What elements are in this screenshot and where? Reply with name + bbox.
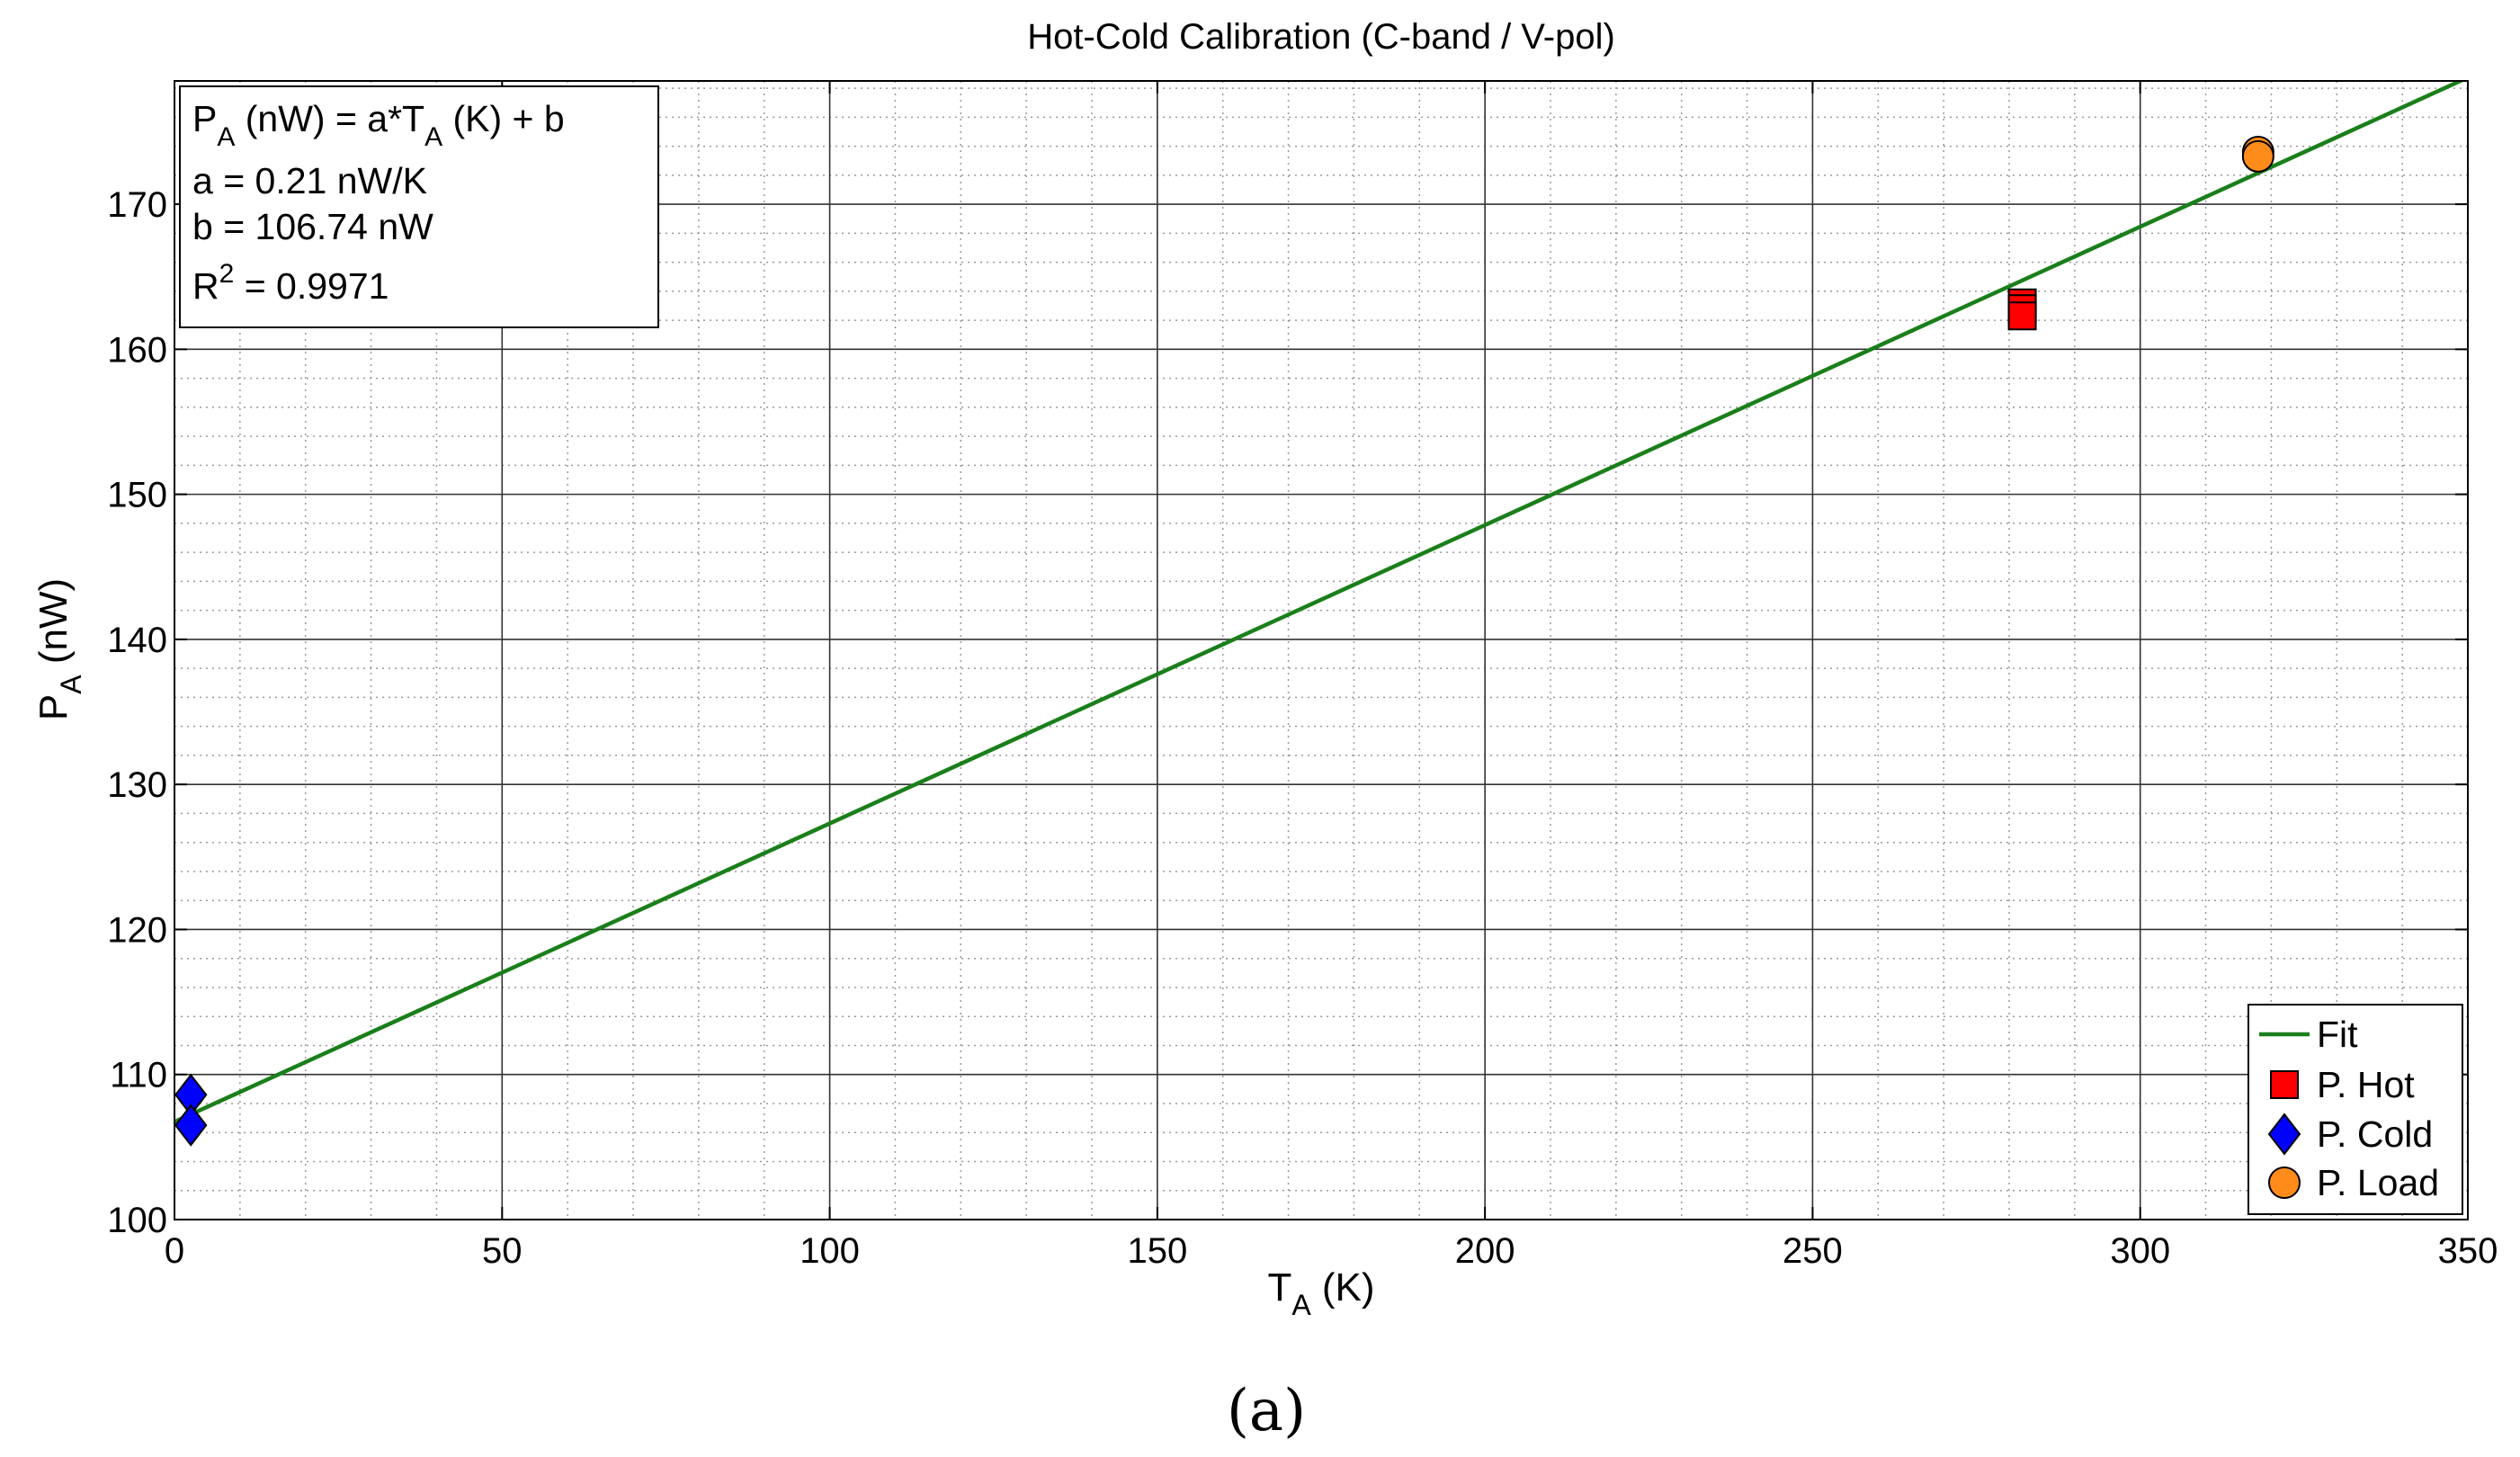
annotation-slope: a = 0.21 nW/K <box>192 160 427 201</box>
annotation-intercept: b = 106.74 nW <box>192 206 433 247</box>
annotation-box <box>179 85 659 328</box>
y-tick-label: 170 <box>107 185 167 225</box>
legend-label-hot: P. Hot <box>2317 1064 2415 1105</box>
legend-label-load: P. Load <box>2317 1162 2439 1203</box>
cold-marker <box>174 1104 208 1147</box>
legend-hot-marker <box>2270 1070 2299 1099</box>
legend-label-cold: P. Cold <box>2317 1113 2433 1155</box>
hot-marker <box>2007 301 2037 331</box>
y-tick-label: 120 <box>107 910 167 950</box>
data-markers <box>174 136 2274 1147</box>
annotation-r-squared: R2 = 0.9971 <box>192 259 389 307</box>
x-tick-label: 100 <box>800 1231 860 1271</box>
x-tick-labels: 0 50 100 150 200 250 300 350 <box>165 1231 2498 1271</box>
y-tick-label: 130 <box>107 765 167 805</box>
major-grid <box>174 81 2468 1220</box>
x-tick-label: 350 <box>2438 1231 2498 1271</box>
y-tick-label: 160 <box>107 330 167 370</box>
x-tick-label: 50 <box>482 1231 523 1271</box>
legend-load-marker <box>2268 1166 2301 1199</box>
annotation-equation: PA (nW) = a*TA (K) + b <box>192 98 565 152</box>
load-marker <box>2241 139 2274 173</box>
x-tick-label: 0 <box>165 1231 184 1271</box>
x-tick-label: 250 <box>1783 1231 1843 1271</box>
legend-hot-swatch <box>2270 1070 2299 1099</box>
y-tick-label: 100 <box>107 1201 167 1240</box>
legend-cold-swatch <box>2267 1113 2301 1156</box>
x-tick-label: 300 <box>2110 1231 2170 1271</box>
axis-ticks <box>174 81 2469 1220</box>
legend-load-swatch <box>2268 1166 2301 1199</box>
legend-cold-marker <box>2267 1113 2301 1156</box>
panel-label: (a) <box>1227 1378 1306 1444</box>
x-tick-label: 150 <box>1127 1231 1187 1271</box>
y-tick-label: 110 <box>110 1056 167 1095</box>
y-axis-label: PA (nW) <box>31 578 87 720</box>
fit-line <box>174 81 2466 1124</box>
x-tick-label: 200 <box>1455 1231 1515 1271</box>
legend-label-fit: Fit <box>2317 1014 2358 1055</box>
y-tick-label: 150 <box>107 476 167 515</box>
x-axis-label: TA (K) <box>1267 1265 1374 1321</box>
chart-title: Hot-Cold Calibration (C-band / V-pol) <box>1027 17 1615 57</box>
y-tick-label: 140 <box>107 621 167 660</box>
legend: Fit P. Hot P. Cold P. Load <box>2247 1004 2463 1215</box>
axes-box <box>174 80 2469 1220</box>
equation-annotation: PA (nW) = a*TA (K) + b a = 0.21 nW/K b =… <box>179 85 659 328</box>
y-tick-labels: 100 110 120 130 140 150 160 170 <box>107 185 167 1240</box>
minor-grid <box>174 81 2468 1220</box>
